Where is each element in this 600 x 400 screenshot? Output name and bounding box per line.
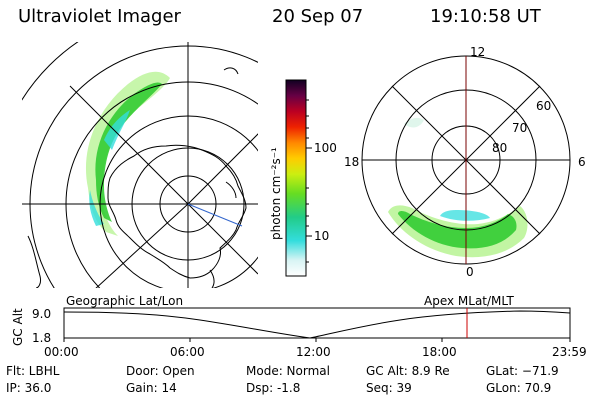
timeline-axis-title: GC Alt	[11, 308, 25, 346]
intensity-colorbar: 100 10 photon cm⁻²s⁻¹	[269, 79, 337, 277]
image-date: 20 Sep 07	[272, 6, 364, 27]
gain-info: Gain: 14	[126, 381, 177, 395]
gc-altitude-timeline: Geographic Lat/Lon Apex MLat/MLT GC Alt …	[11, 294, 587, 359]
image-time: 19:10:58 UT	[430, 6, 541, 27]
timeline-ytick-high: 9.0	[32, 307, 51, 321]
geographic-aurora-emission	[85, 71, 170, 236]
geographic-map	[22, 42, 258, 288]
mlt-label-12: 12	[470, 45, 485, 59]
timeline-xtick-1200: 12:00	[296, 345, 331, 359]
mlt-label-0: 0	[466, 265, 474, 279]
colorbar-tick-10: 10	[314, 229, 329, 243]
mlat-label-60: 60	[536, 99, 551, 113]
apex-aurora-emission	[388, 117, 528, 258]
ip-info: IP: 36.0	[6, 381, 51, 395]
timeline-xtick-0000: 00:00	[44, 345, 79, 359]
mlt-label-18: 18	[344, 155, 359, 169]
timeline-ytick-low: 1.8	[32, 331, 51, 345]
dsp-info: Dsp: -1.8	[246, 381, 300, 395]
timeline-xtick-1800: 18:00	[422, 345, 457, 359]
mlt-label-6: 6	[578, 155, 586, 169]
antarctica-coastline	[107, 144, 247, 279]
colorbar-tick-100: 100	[314, 141, 337, 155]
apex-polar-map: 12 18 6 0 60 70 80	[344, 45, 586, 279]
mlat-label-70: 70	[512, 121, 527, 135]
gc-alt-info: GC Alt: 8.9 Re	[366, 364, 450, 378]
geo-lon-info: GLon: 70.9	[486, 381, 551, 395]
mlat-label-80: 80	[492, 141, 507, 155]
geo-lat-info: GLat: −71.9	[486, 364, 559, 378]
apex-panel-title: Apex MLat/MLT	[424, 294, 514, 308]
instrument-status-footer: Flt: LBHL IP: 36.0 Door: Open Gain: 14 M…	[6, 364, 559, 395]
door-status: Door: Open	[126, 364, 195, 378]
sequence-info: Seq: 39	[366, 381, 412, 395]
mode-status: Mode: Normal	[246, 364, 330, 378]
gc-altitude-curve	[63, 310, 571, 339]
geographic-panel-title: Geographic Lat/Lon	[66, 294, 183, 308]
colorbar-unit-label: photon cm⁻²s⁻¹	[269, 147, 283, 240]
app-title: Ultraviolet Imager	[18, 6, 181, 27]
timeline-xtick-0600: 06:00	[170, 345, 205, 359]
timeline-xtick-2359: 23:59	[552, 345, 587, 359]
filter-info: Flt: LBHL	[6, 364, 60, 378]
